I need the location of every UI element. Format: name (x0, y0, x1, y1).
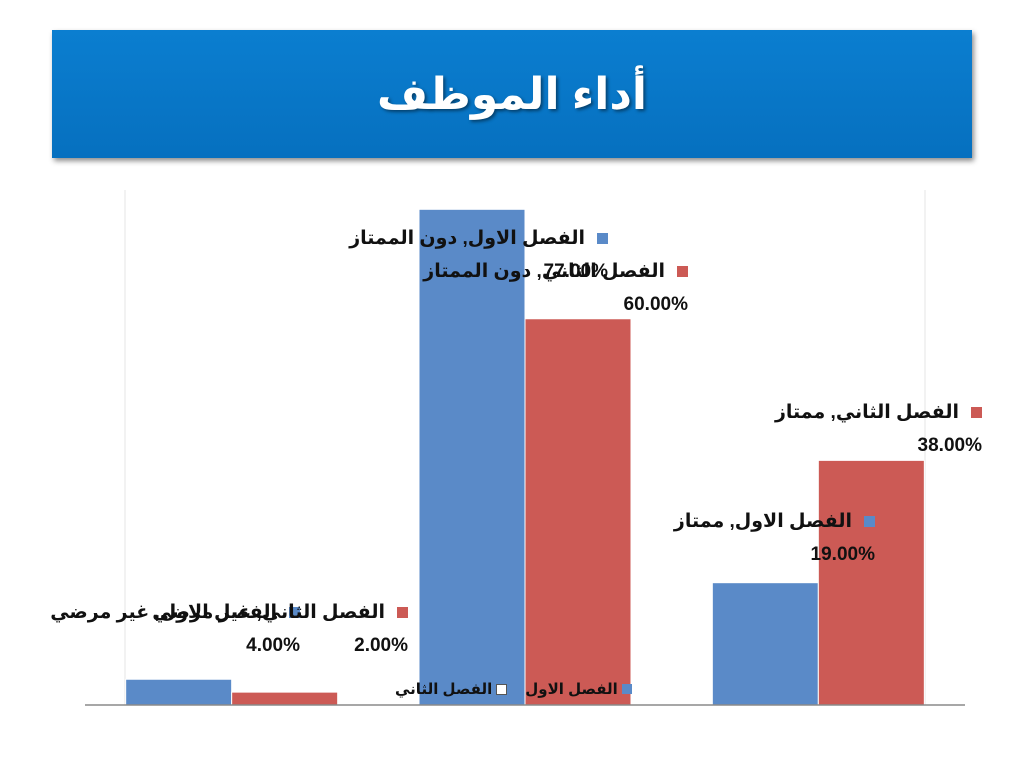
data-label-swatch (289, 607, 300, 619)
legend-swatch-series1 (621, 684, 632, 694)
legend-label-series2: الفصل الثاني (395, 681, 493, 698)
bar-1-1 (125, 678, 233, 706)
data-label-line: الفصل الثاني, غير مرضي (152, 596, 408, 629)
data-label-swatch (397, 607, 408, 619)
data-label-value: 77.00% (543, 261, 608, 282)
data-label-1-2: الفصل الاول, دون الممتاز 77.00% (349, 222, 608, 288)
data-label-swatch (677, 266, 688, 278)
data-label-1-1: الفصل الاول, غير مرضي 4.00% (50, 596, 300, 662)
data-label-value: 38.00% (917, 435, 982, 456)
data-label-2-1: الفصل الثاني, غير مرضي 2.00% (152, 596, 408, 662)
legend-swatch-series2 (496, 683, 508, 695)
bar-1-2 (418, 208, 526, 706)
data-label-line: الفصل الاول, دون الممتاز (349, 222, 608, 255)
data-label-line: الفصل الاول, غير مرضي (50, 596, 300, 629)
data-label-value: 2.00% (354, 635, 408, 656)
legend-item-series2: الفصل الثاني (395, 680, 508, 698)
slide-title-bar: أداء الموظف (52, 30, 972, 158)
data-label-value: 19.00% (810, 544, 875, 565)
slide-title: أداء الموظف (377, 69, 647, 119)
chart-legend: الفصل الاول الفصل الثاني (395, 680, 632, 698)
bar-2-3 (817, 459, 925, 706)
data-label-line: الفصل الثاني, ممتاز (775, 396, 982, 429)
bar-1-3 (711, 582, 819, 706)
data-label-swatch (971, 407, 982, 419)
legend-item-series1: الفصل الاول (525, 680, 632, 698)
data-label-2-3: الفصل الثاني, ممتاز 38.00% (775, 396, 982, 462)
bar-2-2 (524, 318, 632, 706)
bar-2-1 (231, 691, 339, 706)
data-label-1-3: الفصل الاول, ممتاز 19.00% (674, 505, 875, 571)
legend-label-series1: الفصل الاول (525, 681, 618, 698)
data-label-2-2: الفصل الثاني, دون الممتاز 60.00% (423, 255, 688, 321)
data-label-swatch (864, 516, 875, 528)
data-label-value: 60.00% (623, 294, 688, 315)
data-label-value: 4.00% (246, 635, 300, 656)
data-label-line: الفصل الثاني, دون الممتاز (423, 255, 688, 288)
data-label-line: الفصل الاول, ممتاز (674, 505, 875, 538)
data-label-swatch (597, 233, 608, 245)
